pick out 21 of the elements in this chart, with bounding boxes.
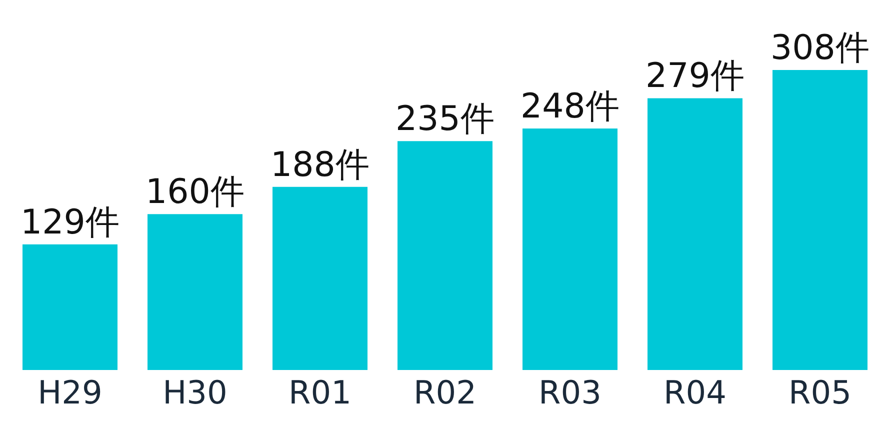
data-label: 279件 — [646, 56, 744, 96]
data-label: 160件 — [146, 172, 244, 212]
bar — [648, 98, 742, 370]
bar — [522, 128, 618, 370]
bar — [398, 141, 492, 370]
x-tick-label: R05 — [788, 374, 852, 412]
x-tick-label: R02 — [414, 374, 476, 412]
data-label: 188件 — [270, 144, 370, 185]
x-tick-label: H29 — [38, 374, 102, 412]
data-label: 129件 — [20, 202, 120, 242]
bar — [772, 70, 868, 370]
data-label: 308件 — [770, 28, 870, 68]
bar — [272, 186, 368, 370]
x-tick-label: R03 — [538, 374, 602, 412]
x-tick-label: H30 — [162, 374, 228, 412]
x-tick-label: R01 — [288, 374, 352, 412]
data-label: 248件 — [520, 86, 620, 126]
data-label: 235件 — [396, 99, 494, 140]
x-tick-label: R04 — [664, 374, 726, 412]
bar — [22, 244, 118, 370]
bar — [148, 214, 242, 370]
